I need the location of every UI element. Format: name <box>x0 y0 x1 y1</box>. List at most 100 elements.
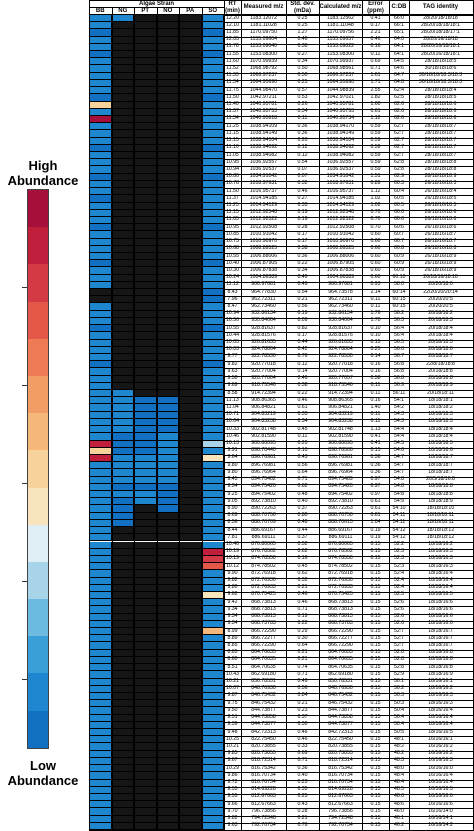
row-line <box>224 94 474 95</box>
table-cell-rt: 9.42 <box>227 598 238 605</box>
heat-cell <box>156 750 179 758</box>
table-cell-cdb: 54:10 <box>392 504 406 511</box>
table-cell-tag: 18/18/16:9 <box>428 670 453 677</box>
heat-cell <box>134 491 157 499</box>
legend-swatch <box>28 599 48 637</box>
table-cell-err: 1.71 <box>370 79 381 86</box>
heat-cell <box>89 390 112 398</box>
table-cell-meas: 876.78502 <box>251 548 276 555</box>
heat-cell <box>201 260 224 268</box>
table-cell-tag: 30/18/18/18:3/18:3 <box>418 72 463 79</box>
legend-swatch <box>28 487 48 525</box>
heat-cell <box>89 793 112 802</box>
heat-cell <box>179 476 202 484</box>
heat-cell <box>201 628 224 636</box>
table-cell-meas: 792.70734 <box>251 822 276 829</box>
table-cell-rt: 8.47 <box>227 302 238 309</box>
heat-cell <box>134 635 157 643</box>
heat-cell <box>156 505 179 513</box>
table-cell-meas: 1014.94185 <box>249 194 278 201</box>
table-cell-meas: 1012.92508 <box>249 223 278 230</box>
table-cell-meas: 872.76918 <box>251 569 276 576</box>
heat-cell <box>89 628 112 636</box>
heat-cell <box>89 433 112 441</box>
heat-cell <box>156 469 179 477</box>
heat-cell <box>179 649 202 657</box>
heat-cell <box>201 397 224 405</box>
table-cell-cdb: 52:6 <box>393 605 405 612</box>
heat-cell <box>179 43 202 52</box>
table-cell-cdb: 52:7 <box>393 641 405 648</box>
table-cell-meas: 1006.87838 <box>249 266 278 273</box>
table-cell-tag: 18/18/16:8 <box>428 656 453 663</box>
table-cell-tag: 18/18/18:12 <box>426 533 455 540</box>
row-line <box>224 303 474 304</box>
table-cell-rt: 9.25 <box>227 490 238 497</box>
row-line <box>224 786 474 788</box>
heat-cell <box>111 714 134 722</box>
table-cell-err: 0.15 <box>370 569 381 576</box>
table-cell-tag: 20/18/18:4 <box>428 324 453 331</box>
heat-cell <box>134 476 157 484</box>
heat-cell <box>201 390 224 398</box>
table-cell-rt: 9.62 <box>227 591 238 598</box>
heat-cell <box>156 433 179 441</box>
heat-cell <box>111 743 134 751</box>
table-cell-cdb: 66:0 <box>393 14 405 21</box>
column-divider <box>286 0 287 831</box>
table-cell-cdb: 54:9 <box>393 497 405 504</box>
table-cell-meas: 1018.97631 <box>249 180 278 187</box>
heat-cell <box>134 238 157 246</box>
table-cell-rt: 12.20 <box>226 14 239 21</box>
heat-cell <box>134 815 157 823</box>
table-cell-err: 2.14 <box>370 288 381 295</box>
table-cell-calc: 872.76918 <box>328 569 353 576</box>
table-cell-err: 0.15 <box>370 584 381 591</box>
heat-cell <box>156 166 179 174</box>
table-cell-rt: 9.05 <box>227 497 238 504</box>
table-cell-err: 0.17 <box>370 21 381 28</box>
table-cell-sd: 0.21 <box>297 815 308 822</box>
heat-cell <box>111 750 134 758</box>
heat-cell <box>89 483 112 491</box>
heat-cell <box>179 707 202 715</box>
heat-cell <box>201 491 224 499</box>
heat-cell <box>111 361 134 369</box>
table-cell-rt: 10.29 <box>226 764 239 771</box>
table-cell-tag: 20/20/20:5 <box>428 295 453 302</box>
heat-cell <box>201 678 224 686</box>
heat-cell <box>179 15 202 23</box>
table-cell-tag: 28/18/18/18:9 <box>424 173 457 180</box>
heat-cell <box>156 541 179 549</box>
heat-cell <box>179 613 202 621</box>
row-line <box>224 505 474 506</box>
heat-cell <box>179 253 202 261</box>
table-cell-cdb: 62:6 <box>393 101 405 108</box>
table-cell-sd: 0.26 <box>297 101 308 108</box>
heat-cell <box>179 786 202 794</box>
heat-cell <box>134 555 157 564</box>
heat-cell <box>179 325 202 333</box>
table-cell-meas: 918.75546 <box>251 382 276 389</box>
table-cell-err: 1.82 <box>370 93 381 100</box>
table-cell-tag: 16/16/14:1 <box>428 815 453 822</box>
heat-cell <box>134 772 157 780</box>
strain-divider <box>179 7 180 831</box>
heat-cell <box>179 72 202 80</box>
table-cell-rt: 8.58 <box>227 389 238 396</box>
table-cell-sd: 0.49 <box>297 281 308 288</box>
heat-cell <box>89 757 112 766</box>
table-cell-calc: 866.72277 <box>328 634 353 641</box>
row-line <box>224 390 474 391</box>
table-cell-tag: 18/18/18:4 <box>428 432 453 439</box>
heat-cell <box>111 144 134 153</box>
column-divider <box>389 0 390 831</box>
table-cell-sd: 0.71 <box>297 670 308 677</box>
table-cell-calc: 902.81748 <box>328 425 353 432</box>
row-line <box>224 115 474 117</box>
heat-cell <box>89 137 112 145</box>
heat-cell <box>179 166 202 174</box>
heat-cell <box>179 260 202 268</box>
table-cell-err: 0.15 <box>370 714 381 721</box>
heat-cell <box>201 411 224 419</box>
